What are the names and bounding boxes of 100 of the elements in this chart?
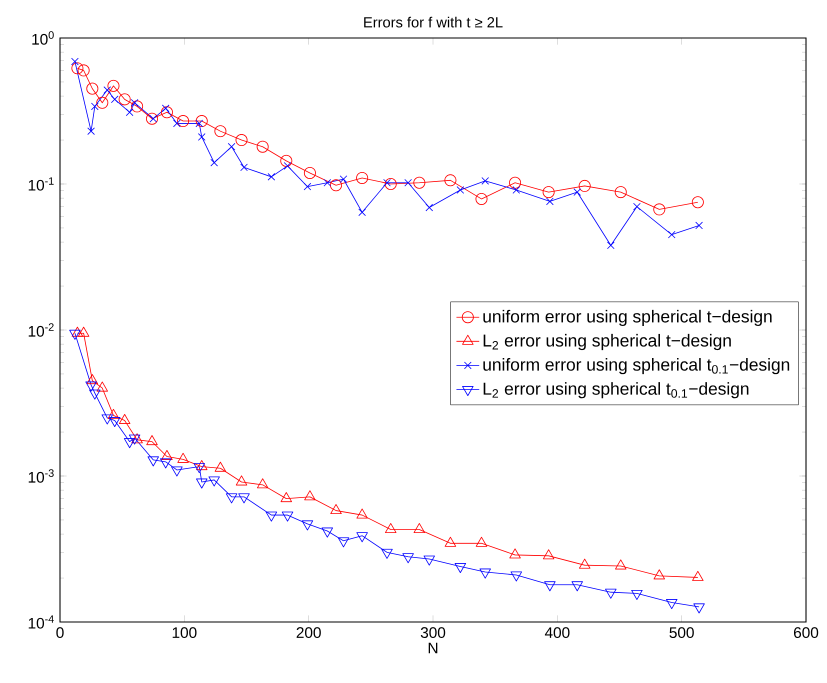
x-axis-title: N (428, 642, 438, 654)
point (544, 581, 556, 592)
point (196, 115, 208, 128)
point (668, 230, 676, 238)
point (108, 417, 120, 428)
point (124, 438, 136, 448)
point (546, 198, 554, 206)
point (89, 390, 101, 400)
point (425, 204, 434, 212)
point (266, 512, 278, 522)
point (572, 581, 583, 592)
point (356, 172, 368, 184)
point (542, 186, 555, 198)
point (238, 493, 250, 504)
point (456, 186, 464, 194)
point (107, 80, 120, 92)
point (86, 82, 98, 95)
point (256, 140, 269, 153)
point (284, 162, 292, 170)
point (578, 180, 591, 192)
point (381, 548, 393, 559)
point (481, 177, 490, 185)
point (695, 222, 703, 230)
point (236, 134, 248, 146)
point (444, 174, 456, 186)
point (631, 590, 643, 600)
y-tick-label: 10$^{-4}$ (28, 615, 54, 629)
point (171, 466, 183, 476)
point (510, 572, 522, 582)
point (148, 456, 159, 466)
x-tick-label: 300 (420, 627, 446, 638)
point (607, 242, 615, 250)
point (196, 478, 208, 489)
point (404, 178, 412, 187)
point (573, 188, 582, 196)
point (304, 166, 316, 179)
point (210, 158, 218, 166)
point (85, 382, 97, 392)
point (509, 176, 522, 189)
point (280, 154, 292, 167)
point (338, 537, 350, 548)
y-tick-label: 10$^{-1}$ (28, 177, 54, 191)
point (126, 108, 134, 116)
legend-label: uniform error using spherical t−design (483, 310, 772, 326)
point (146, 112, 158, 125)
point (91, 102, 99, 110)
point (653, 203, 666, 216)
point (454, 563, 466, 574)
legend-label: uniform error using spherical t$_{0.1}$−design (483, 358, 790, 374)
point (131, 100, 144, 112)
point (69, 330, 81, 340)
point (340, 175, 348, 183)
point (402, 553, 414, 564)
point (214, 125, 226, 138)
point (177, 115, 190, 128)
point (194, 463, 205, 474)
point (356, 532, 368, 542)
point (78, 64, 90, 76)
point (71, 58, 79, 66)
point (198, 133, 206, 141)
point (633, 202, 641, 210)
point (240, 164, 248, 172)
point (96, 96, 108, 109)
point (103, 86, 112, 94)
point (87, 127, 95, 135)
point (322, 528, 334, 538)
legend-label: L$_{2}$ error using spherical t−design (484, 334, 731, 350)
y-tick-label: 10$^{0}$ (32, 31, 54, 45)
point (226, 493, 238, 504)
point (128, 434, 140, 445)
x-tick-label: 0 (56, 627, 64, 638)
x-tick-label: 100 (172, 627, 197, 638)
point (118, 93, 131, 106)
x-tick-label: 400 (544, 627, 570, 638)
point (480, 568, 491, 579)
point (413, 176, 426, 189)
y-tick-label: 10$^{-3}$ (28, 469, 54, 483)
chart-title: Errors for f with t ≥ 2L (364, 16, 503, 28)
x-tick-label: 500 (669, 627, 694, 638)
point (330, 179, 342, 192)
point (614, 186, 627, 198)
point (358, 208, 366, 216)
point (424, 556, 435, 566)
point (282, 512, 294, 522)
point (605, 588, 617, 599)
point (228, 142, 236, 151)
point (71, 62, 84, 74)
point (666, 599, 678, 610)
point (304, 182, 312, 190)
point (173, 120, 181, 128)
x-tick-label: 200 (296, 627, 321, 638)
point (692, 196, 704, 208)
point (302, 520, 314, 530)
point (384, 178, 397, 190)
point (110, 96, 119, 104)
point (512, 186, 520, 194)
y-tick-label: 10$^{-2}$ (28, 323, 54, 337)
point (102, 414, 113, 424)
point (208, 476, 220, 486)
point (693, 603, 705, 614)
